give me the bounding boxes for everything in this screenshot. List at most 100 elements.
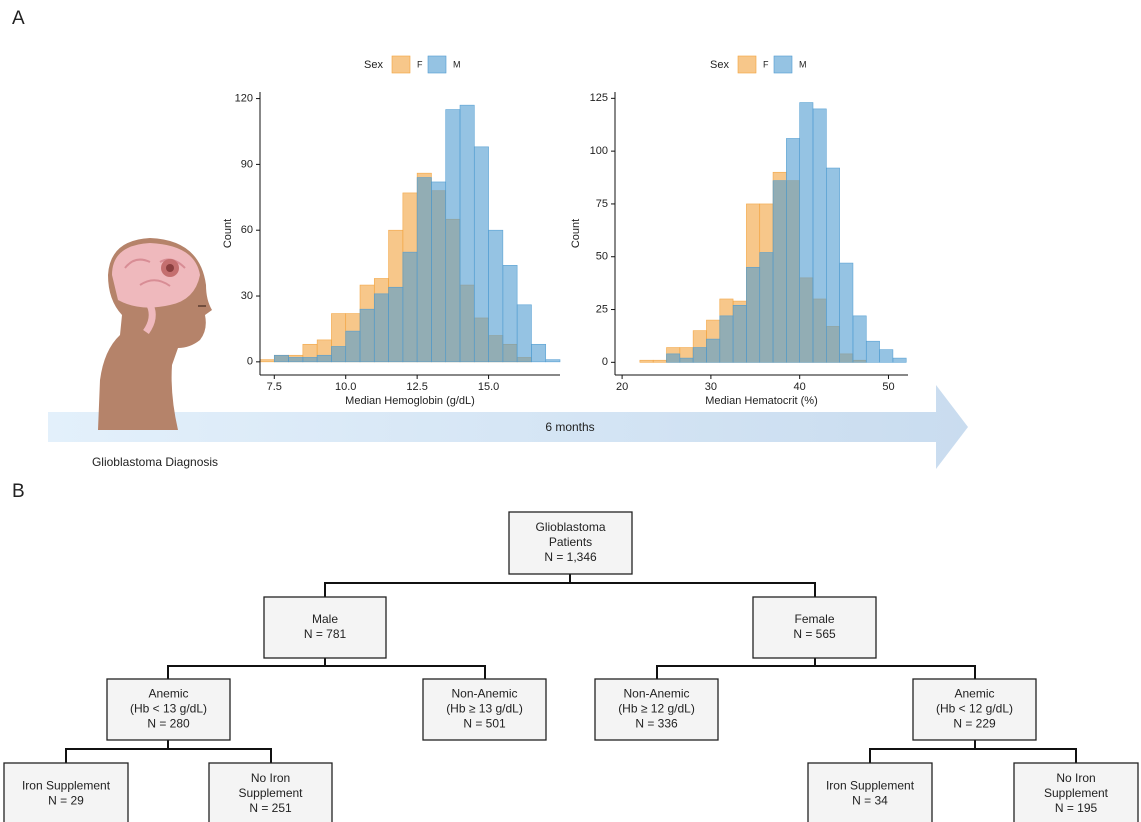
y-tick-label: 125: [590, 92, 608, 104]
legend-swatch: [774, 56, 792, 73]
histogram-bar: [403, 252, 417, 362]
legend-label: F: [417, 59, 423, 69]
x-tick-label: 30: [705, 381, 717, 393]
y-tick-label: 25: [596, 303, 608, 315]
node-text: (Hb < 13 g/dL): [130, 702, 207, 716]
histogram-bar: [773, 181, 786, 363]
histogram-bar: [546, 360, 560, 362]
legend-label: M: [799, 59, 807, 69]
node-text: N = 1,346: [544, 550, 597, 564]
legend-label: F: [763, 59, 769, 69]
node-text: N = 336: [635, 717, 678, 731]
timeline-caption: Glioblastoma Diagnosis: [92, 455, 218, 469]
node-text: N = 280: [147, 717, 190, 731]
tree-node: Anemic(Hb < 12 g/dL)N = 229: [913, 679, 1036, 740]
node-text: No Iron: [251, 771, 290, 785]
histogram-bar: [274, 355, 288, 362]
histogram-bar: [331, 346, 345, 361]
x-tick-label: 40: [794, 381, 806, 393]
node-text: Non-Anemic: [623, 687, 689, 701]
node-text: No Iron: [1056, 771, 1095, 785]
timeline-label: 6 months: [545, 420, 594, 434]
node-text: N = 501: [463, 717, 506, 731]
histogram-bar: [893, 358, 906, 362]
x-tick-label: 20: [616, 381, 628, 393]
node-text: Iron Supplement: [22, 779, 111, 793]
histogram-bar: [417, 178, 431, 362]
x-tick-label: 7.5: [267, 381, 282, 393]
histogram-bar: [746, 267, 759, 362]
histogram-bar: [813, 109, 826, 362]
node-text: Glioblastoma: [535, 520, 605, 534]
legend-label: M: [453, 59, 461, 69]
histogram-bar: [880, 350, 893, 363]
x-axis-title: Median Hematocrit (%): [705, 395, 817, 407]
node-text: N = 29: [48, 794, 84, 808]
legend-title: Sex: [710, 59, 729, 71]
x-tick-label: 50: [882, 381, 894, 393]
tree-node: No IronSupplementN = 251: [209, 763, 332, 822]
figure: A B 6 months Glioblastoma Diagnosis 0 30 6…: [0, 0, 1141, 822]
histogram-bar: [389, 287, 403, 362]
node-text: N = 229: [953, 717, 996, 731]
node-text: Iron Supplement: [826, 779, 915, 793]
node-text: Non-Anemic: [451, 687, 517, 701]
histogram-bar: [760, 253, 773, 363]
histogram-bar: [489, 230, 503, 362]
panel-label: B: [12, 481, 25, 502]
histogram-bar: [706, 339, 719, 362]
histogram-bar: [317, 355, 331, 362]
y-tick-label: 60: [241, 224, 253, 236]
histogram-bar: [517, 305, 531, 362]
histogram-bar: [446, 110, 460, 362]
histogram-bar: [653, 360, 666, 362]
tree-node: Anemic(Hb < 13 g/dL)N = 280: [107, 679, 230, 740]
x-tick-label: 15.0: [478, 381, 499, 393]
histogram-bar: [733, 305, 746, 362]
node-text: N = 34: [852, 794, 888, 808]
histogram-bar: [303, 357, 317, 361]
tree-node: No IronSupplementN = 195: [1014, 763, 1138, 822]
histogram-bar: [503, 265, 517, 362]
panel-label: A: [12, 8, 25, 29]
x-tick-label: 10.0: [335, 381, 356, 393]
node-text: Anemic: [148, 687, 188, 701]
tree-node: Non-Anemic(Hb ≥ 12 g/dL)N = 336: [595, 679, 718, 740]
legend-swatch: [428, 56, 446, 73]
histogram-bar: [346, 331, 360, 362]
x-tick-label: 12.5: [406, 381, 427, 393]
histogram-bar: [460, 105, 474, 362]
histogram-bar: [374, 294, 388, 362]
y-tick-label: 0: [602, 356, 608, 368]
histogram-bar: [866, 341, 879, 362]
histogram-bar: [289, 357, 303, 361]
node-text: N = 195: [1055, 801, 1098, 815]
histogram-bar: [680, 358, 693, 362]
histogram-bar: [786, 138, 799, 362]
node-text: (Hb ≥ 12 g/dL): [618, 702, 695, 716]
node-text: Female: [794, 612, 834, 626]
y-tick-label: 90: [241, 158, 253, 170]
histogram-bar: [800, 103, 813, 363]
histogram-bar: [360, 309, 374, 362]
y-tick-label: 50: [596, 251, 608, 263]
node-text: Anemic: [954, 687, 994, 701]
legend-swatch: [392, 56, 410, 73]
node-text: Patients: [549, 535, 592, 549]
node-text: Male: [312, 612, 338, 626]
histogram-bar: [431, 182, 445, 362]
x-axis-title: Median Hemoglobin (g/dL): [345, 395, 475, 407]
histogram-bar: [840, 263, 853, 362]
y-tick-label: 100: [590, 145, 608, 157]
y-tick-label: 30: [241, 290, 253, 302]
node-text: N = 565: [793, 627, 836, 641]
histogram-bar: [640, 360, 653, 362]
node-text: Supplement: [238, 786, 303, 800]
y-tick-label: 120: [235, 92, 253, 104]
histogram-bar: [260, 360, 274, 362]
histogram-bar: [666, 354, 679, 362]
